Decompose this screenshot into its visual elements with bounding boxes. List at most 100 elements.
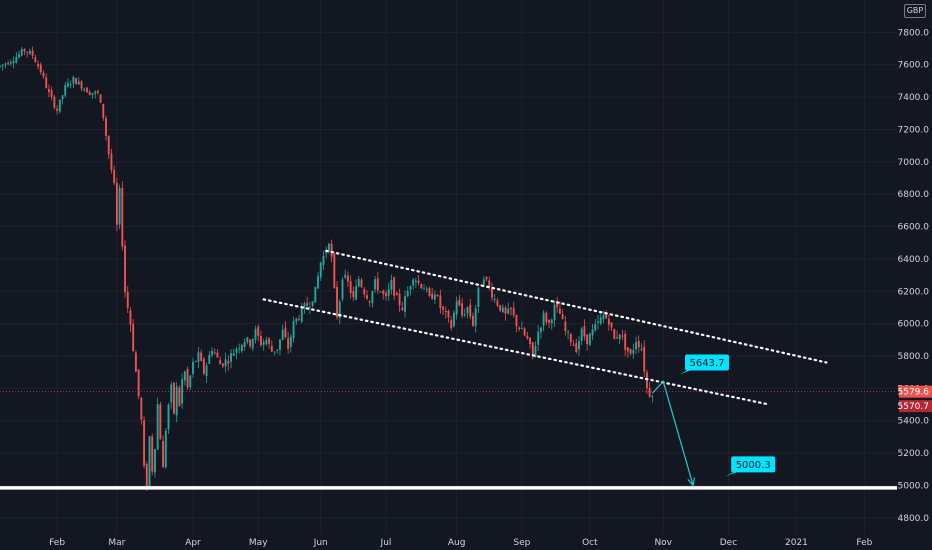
candle-body (53, 96, 56, 108)
candle-body (221, 363, 224, 367)
candle-body (572, 344, 575, 346)
candle-body (322, 255, 325, 265)
candle-body (545, 312, 548, 322)
candle-body (126, 292, 129, 308)
candle-body (605, 312, 608, 319)
candle-body (599, 317, 602, 324)
candle-body (564, 321, 567, 332)
candle-body (474, 308, 477, 326)
candle-body (183, 371, 186, 381)
candle-body (346, 275, 349, 282)
price-badge (899, 385, 932, 398)
candle-body (504, 307, 507, 314)
x-tick-label: Jul (380, 538, 392, 548)
candle-body (23, 48, 26, 52)
candle-body (238, 348, 241, 350)
candle-body (531, 342, 534, 356)
candle-body (431, 293, 434, 300)
candle-body (257, 326, 260, 336)
candle-body (395, 293, 398, 296)
candle-body (485, 276, 488, 280)
y-tick-label: 5400.0 (898, 417, 930, 427)
candle-body (621, 335, 624, 337)
candle-body (553, 304, 556, 320)
time-axis[interactable]: Feb Mar Apr May Jun Jul Aug Sep Oct Nov Dec 2021 Feb (49, 538, 873, 548)
candle-body (548, 319, 551, 323)
candle-body (42, 72, 45, 77)
candle-body (9, 62, 12, 64)
candle-body (118, 187, 121, 225)
x-tick-label: Aug (448, 538, 466, 548)
candle-body (447, 310, 450, 318)
candle-body (409, 286, 412, 290)
candle-body (77, 81, 80, 85)
candle-body (268, 338, 271, 344)
candle-body (597, 321, 599, 323)
y-tick-label: 6200.0 (898, 287, 930, 297)
x-tick-label: Oct (582, 538, 598, 548)
candle-body (61, 95, 64, 100)
projection-arrow[interactable] (651, 380, 696, 487)
x-tick-label: Sep (513, 538, 530, 548)
candle-body (145, 463, 148, 489)
candle-body (194, 361, 197, 363)
candle-body (20, 49, 23, 56)
candle-body (390, 279, 393, 290)
candle-body (637, 340, 640, 348)
currency-label[interactable]: GBP (904, 4, 926, 18)
candle-body (336, 286, 339, 318)
trend-lines[interactable] (262, 249, 828, 406)
candle-body (270, 345, 273, 352)
candle-body (591, 329, 594, 336)
candle-body (28, 50, 31, 54)
candle-body (588, 333, 591, 346)
candle-body (539, 327, 542, 333)
candle-body (404, 296, 406, 313)
candle-body (289, 336, 292, 347)
candle-body (308, 306, 311, 308)
candle-body (200, 352, 203, 361)
candle-body (580, 328, 583, 341)
candle-body (371, 291, 374, 304)
candle-body (613, 329, 616, 339)
price-axis[interactable]: 4800.05000.05200.05400.05600.05800.06000… (898, 28, 930, 523)
annotation-pointer (678, 369, 693, 375)
candle-body (423, 288, 425, 290)
candle-body (317, 276, 319, 289)
candle-body (311, 301, 314, 307)
candle-body (281, 329, 284, 340)
candle-body (578, 340, 580, 350)
candle-body (110, 153, 113, 170)
candle-body (355, 286, 358, 300)
candle-body (477, 287, 480, 308)
candle-body (469, 304, 472, 317)
candle-body (493, 298, 496, 300)
candle-body (173, 382, 175, 414)
candle-body (349, 281, 352, 294)
candle-body (433, 294, 436, 300)
candle-body (72, 76, 75, 84)
candle-body (303, 303, 306, 309)
annotation-label: 5643.7 (689, 358, 724, 369)
candle-body (287, 338, 290, 349)
price-annotations[interactable]: 5643.7 5000.3 (678, 354, 776, 477)
x-tick-label: Feb (856, 538, 872, 548)
candle-body (463, 314, 466, 316)
candle-body (512, 308, 515, 316)
candle-body (15, 56, 18, 63)
candle-body (175, 386, 178, 416)
candle-body (246, 337, 249, 342)
candle-body (162, 441, 165, 468)
y-tick-label: 6600.0 (898, 223, 930, 233)
annotation-pointer (725, 471, 740, 477)
candle-body (265, 339, 268, 345)
candle-body (153, 449, 156, 473)
candle-body (526, 335, 529, 339)
candle-body (249, 339, 252, 347)
x-tick-label: Nov (654, 538, 672, 548)
annotation-box (731, 456, 776, 473)
candle-body (151, 436, 154, 472)
candle-body (406, 290, 409, 297)
